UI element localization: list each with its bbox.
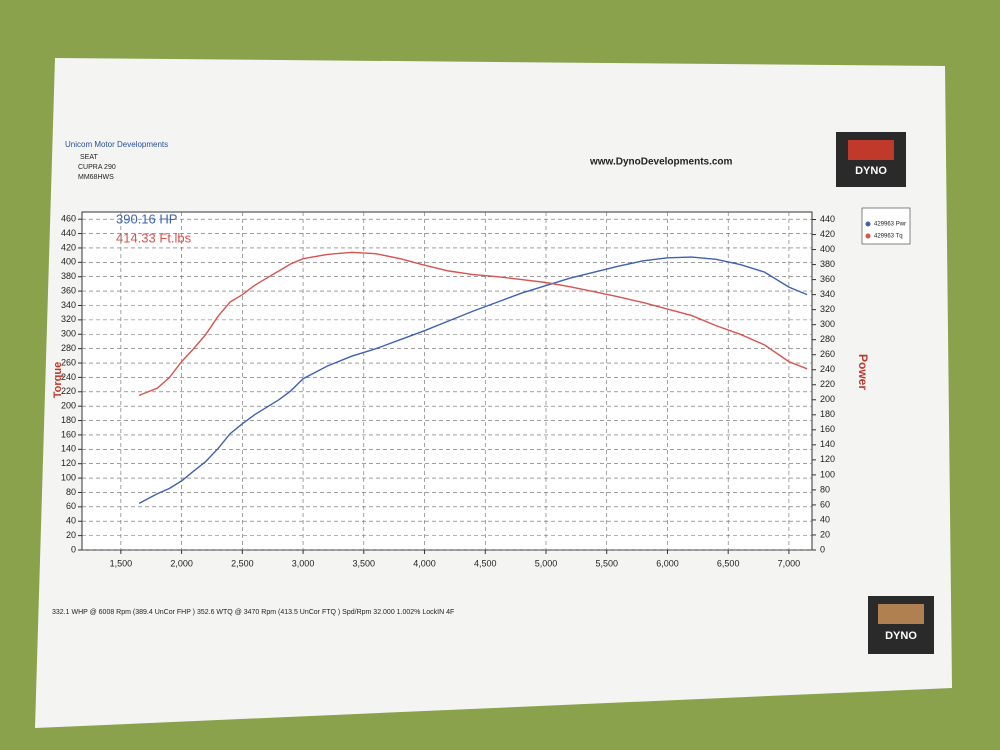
- y2-tick-label: 220: [820, 379, 835, 389]
- make: SEAT: [80, 154, 98, 161]
- logo-text: DYNO: [855, 165, 887, 177]
- y-tick-label: 140: [61, 444, 76, 454]
- y2-tick-label: 440: [820, 214, 835, 224]
- y2-tick-label: 60: [820, 499, 830, 509]
- legend: [861, 207, 911, 245]
- y2-tick-label: 280: [820, 334, 835, 344]
- legend-marker: [865, 221, 871, 227]
- y2-tick-label: 0: [820, 544, 825, 554]
- y-tick-label: 240: [61, 372, 76, 382]
- x-tick-label: 7,000: [778, 558, 801, 568]
- x-tick-label: 4,000: [413, 558, 436, 568]
- model: CUPRA 290: [78, 164, 116, 171]
- y2-tick-label: 320: [820, 304, 835, 314]
- legend-marker: [865, 233, 871, 239]
- y2-tick-label: 200: [820, 394, 835, 404]
- series-line: [138, 256, 808, 505]
- y2-tick-label: 400: [820, 244, 835, 254]
- logo-car: [878, 604, 924, 624]
- y-tick-label: 460: [61, 214, 76, 224]
- registration: MM68HWS: [78, 174, 114, 181]
- y2-tick-label: 240: [820, 364, 835, 374]
- x-tick-label: 1,500: [110, 558, 133, 568]
- plot-area: [81, 211, 813, 551]
- y2-tick-label: 360: [820, 274, 835, 284]
- x-tick-label: 2,000: [170, 558, 193, 568]
- footer: 332.1 WHP @ 6008 Rpm (389.4 UnCor FHP ) …: [52, 609, 454, 616]
- company: Unicom Motor Developments: [65, 140, 168, 149]
- x-tick-label: 5,500: [595, 558, 618, 568]
- y-tick-label: 200: [61, 401, 76, 411]
- y2-tick-label: 160: [820, 424, 835, 434]
- website: www.DynoDevelopments.com: [589, 157, 733, 168]
- y-tick-label: 0: [71, 544, 76, 554]
- x-tick-label: 6,000: [656, 558, 679, 568]
- annotation: 414.33 Ft.lbs: [116, 230, 192, 245]
- series-line: [138, 251, 808, 397]
- y-tick-label: 160: [61, 429, 76, 439]
- y-tick-label: 60: [66, 501, 76, 511]
- y-tick-label: 100: [61, 472, 76, 482]
- y-tick-label: 120: [61, 458, 76, 468]
- y-tick-label: 20: [66, 530, 76, 540]
- legend-label: 429963 Tq: [874, 234, 903, 240]
- y-tick-label: 180: [61, 415, 76, 425]
- x-tick-label: 5,000: [535, 558, 558, 568]
- legend-label: 429963 Pwr: [874, 222, 906, 228]
- x-tick-label: 2,500: [231, 558, 254, 568]
- logo-text: DYNO: [885, 630, 917, 642]
- y-tick-label: 420: [61, 242, 76, 252]
- x-tick-label: 4,500: [474, 558, 497, 568]
- y-tick-label: 380: [61, 271, 76, 281]
- x-tick-label: 3,500: [353, 558, 376, 568]
- y-tick-label: 220: [61, 386, 76, 396]
- y-tick-label: 360: [61, 285, 76, 295]
- y2-tick-label: 100: [820, 469, 835, 479]
- y-tick-label: 40: [66, 516, 76, 526]
- y-tick-label: 80: [66, 487, 76, 497]
- y2-tick-label: 420: [820, 229, 835, 239]
- y2-tick-label: 380: [820, 259, 835, 269]
- y2-tick-label: 120: [820, 454, 835, 464]
- logo-car: [848, 140, 894, 160]
- y2-tick-label: 20: [820, 529, 830, 539]
- y2-tick-label: 300: [820, 319, 835, 329]
- y2-tick-label: 140: [820, 439, 835, 449]
- y-tick-label: 260: [61, 357, 76, 367]
- y-tick-label: 320: [61, 314, 76, 324]
- y-tick-label: 400: [61, 257, 76, 267]
- y-axis-title: Torque: [52, 362, 64, 398]
- x-tick-label: 6,500: [717, 558, 740, 568]
- y-tick-label: 440: [61, 228, 76, 238]
- y2-axis-title: Power: [856, 354, 870, 390]
- y2-tick-label: 80: [820, 484, 830, 494]
- y2-tick-label: 260: [820, 349, 835, 359]
- y-tick-label: 300: [61, 329, 76, 339]
- y2-tick-label: 340: [820, 289, 835, 299]
- y2-tick-label: 180: [820, 409, 835, 419]
- x-tick-label: 3,000: [292, 558, 315, 568]
- y2-tick-label: 40: [820, 514, 830, 524]
- y-tick-label: 340: [61, 300, 76, 310]
- y-tick-label: 280: [61, 343, 76, 353]
